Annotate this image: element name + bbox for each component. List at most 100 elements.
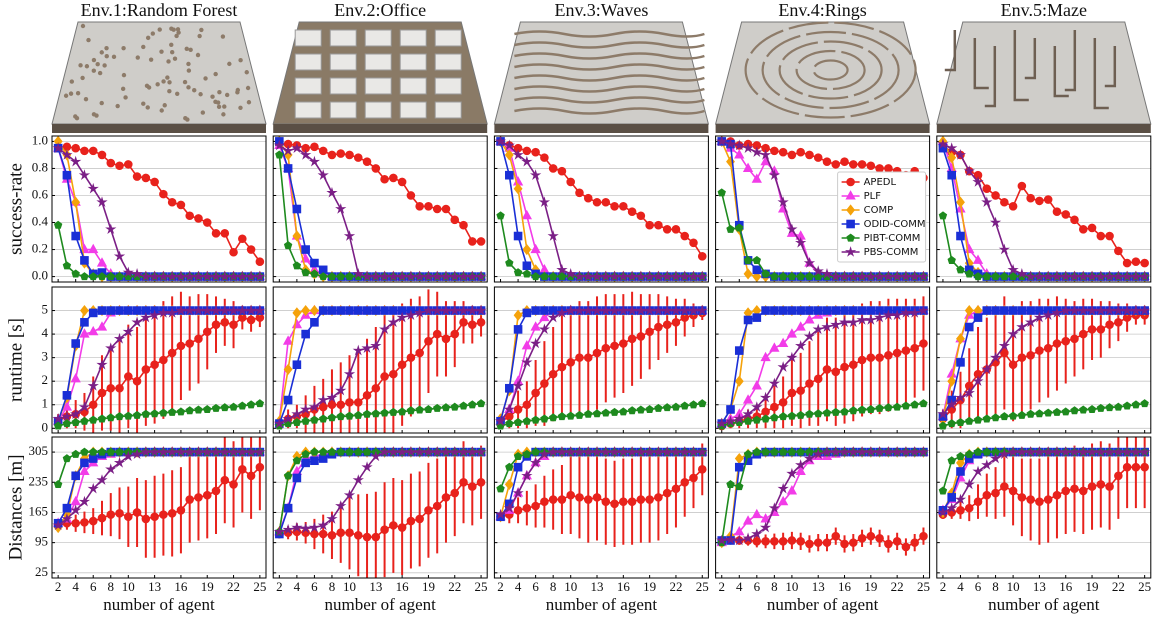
legend-label: PLF: [864, 191, 882, 202]
marker: [752, 447, 762, 456]
marker: [124, 372, 133, 381]
chart-title: Env.5:Maze: [1001, 0, 1087, 20]
marker: [1017, 493, 1027, 502]
marker: [1052, 207, 1062, 217]
marker: [220, 318, 230, 327]
marker: [1096, 231, 1106, 241]
marker: [96, 358, 108, 370]
marker: [88, 516, 98, 526]
marker: [353, 153, 363, 162]
plot-frame: [715, 135, 931, 283]
marker: [283, 395, 293, 405]
marker: [752, 537, 762, 546]
env-obstacle: [120, 86, 126, 92]
env-room: [434, 53, 462, 71]
marker: [450, 215, 460, 225]
marker: [245, 270, 257, 282]
env-obstacle: [215, 100, 221, 105]
chart: Env.5:Maze: [936, 0, 1152, 283]
marker: [954, 493, 967, 505]
marker: [1051, 306, 1063, 318]
marker: [531, 415, 540, 424]
marker: [431, 270, 443, 282]
marker: [778, 306, 788, 315]
marker: [645, 495, 654, 504]
marker: [547, 230, 559, 241]
marker: [866, 306, 876, 315]
marker: [89, 447, 98, 456]
marker: [131, 448, 143, 460]
marker: [654, 493, 663, 502]
marker: [61, 410, 73, 422]
marker: [512, 149, 524, 160]
env-room: [294, 29, 322, 47]
marker: [965, 416, 974, 425]
marker: [875, 534, 884, 543]
marker: [140, 311, 152, 323]
env-room: [434, 77, 462, 95]
marker: [565, 267, 577, 279]
marker: [761, 269, 770, 278]
marker: [796, 386, 805, 395]
marker: [236, 270, 248, 282]
x-tick-label: 6: [754, 579, 761, 594]
env-room: [294, 53, 322, 71]
marker: [441, 334, 451, 344]
marker: [389, 306, 398, 315]
marker: [840, 539, 849, 549]
marker: [97, 272, 107, 281]
x-tick-label: 16: [1059, 579, 1073, 594]
marker: [1043, 343, 1053, 353]
marker: [956, 231, 965, 241]
marker: [831, 407, 840, 416]
marker: [397, 407, 407, 416]
x-tick-label: 22: [891, 579, 904, 594]
env-obstacle: [162, 103, 167, 108]
marker: [556, 446, 568, 457]
marker: [406, 406, 416, 415]
x-tick-label: 25: [1138, 579, 1151, 594]
marker: [947, 152, 957, 164]
env-obstacle: [99, 100, 104, 106]
marker: [822, 538, 832, 547]
marker: [830, 270, 842, 282]
env-room: [364, 77, 392, 95]
marker: [591, 446, 603, 457]
env-maze: [973, 38, 989, 90]
marker: [847, 446, 859, 457]
chart: Env.2:Office: [272, 0, 488, 283]
marker: [759, 149, 772, 160]
marker: [627, 406, 637, 415]
marker: [88, 243, 99, 254]
marker: [79, 465, 90, 476]
marker: [255, 462, 265, 472]
marker: [982, 184, 992, 194]
marker: [635, 270, 647, 282]
marker: [972, 465, 984, 477]
marker: [964, 322, 974, 332]
x-tick-label: 8: [771, 579, 778, 594]
marker: [115, 447, 124, 456]
marker: [345, 306, 354, 315]
marker: [743, 449, 753, 458]
marker: [1112, 446, 1124, 457]
marker: [292, 307, 302, 319]
marker: [494, 508, 507, 520]
marker: [166, 270, 178, 282]
marker: [840, 157, 849, 166]
marker: [982, 490, 992, 500]
y-axis-label: runtime [s]: [5, 318, 26, 402]
marker: [600, 446, 612, 457]
env-maze: [944, 30, 957, 72]
marker: [1105, 231, 1114, 241]
marker: [78, 169, 91, 180]
marker: [273, 525, 285, 537]
marker: [236, 446, 248, 457]
x-axis-label: number of agent: [988, 595, 1100, 614]
chart: 0.0 0.2 0.4 0.6 0.8 1.0 Env.1:Random Forest suc…: [5, 0, 267, 283]
marker: [132, 508, 142, 517]
marker: [831, 306, 841, 315]
marker: [457, 304, 470, 316]
marker: [626, 304, 638, 316]
marker: [538, 448, 551, 460]
